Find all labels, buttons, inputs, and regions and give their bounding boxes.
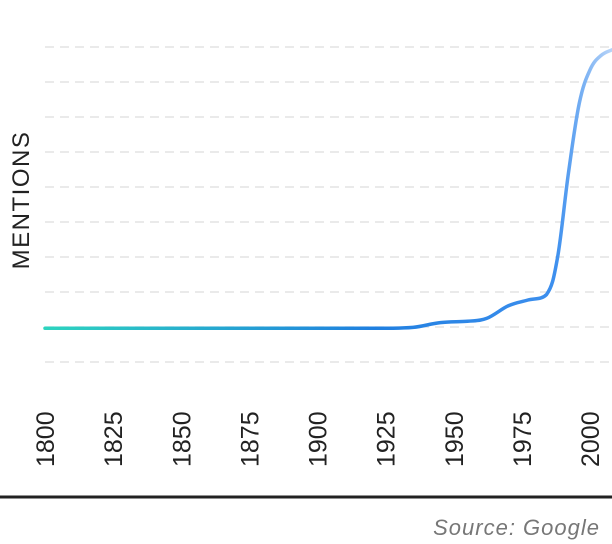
series-layer [43,48,612,331]
x-tick-label: 1900 [305,411,333,467]
x-tick-label: 1975 [509,411,537,467]
x-tick-label: 1850 [168,411,196,467]
x-tick-label: 1950 [441,411,469,467]
series-line [43,48,612,331]
x-tick-label: 1825 [100,411,128,467]
x-tick-labels: 1800 1825 1850 1875 1900 1925 1950 1975 2000 [32,411,605,467]
x-tick-label: 1800 [32,411,60,467]
gridlines [45,46,612,363]
source-note: Source: Google [433,515,600,540]
x-tick-label: 1875 [236,411,264,467]
x-tick-label: 1925 [373,411,401,467]
x-tick-label: 2000 [577,411,605,467]
y-axis-label: MENTIONS [8,131,35,270]
